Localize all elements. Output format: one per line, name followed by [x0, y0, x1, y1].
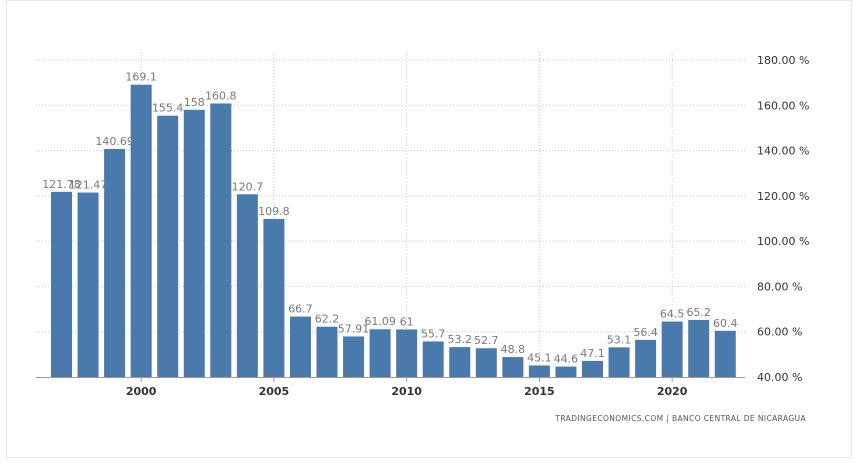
bar [502, 357, 524, 377]
bar-value-label: 158 [184, 96, 205, 109]
bar [635, 339, 657, 377]
y-tick-label: 80.00 % [757, 280, 802, 293]
x-tick-label: 2010 [391, 385, 422, 398]
bar-value-label: 44.6 [554, 353, 579, 366]
bar-value-label: 53.2 [448, 333, 473, 346]
x-tick-label: 2000 [126, 385, 157, 398]
bar-value-label: 61 [400, 315, 414, 328]
bar-value-label: 66.7 [288, 303, 313, 316]
y-axis: 40.00 % 60.00 % 80.00 % 100.00 % 120.00 % 140… [757, 54, 809, 384]
bar-value-label: 48.8 [501, 343, 526, 356]
x-tick-label: 2020 [657, 385, 688, 398]
bar [157, 115, 179, 378]
bar-value-label: 45.1 [527, 351, 552, 364]
bar [104, 149, 126, 377]
bar [183, 109, 205, 378]
bar-value-label: 121.78 [42, 178, 81, 191]
bar [714, 330, 736, 377]
bar [582, 360, 603, 377]
bar [77, 192, 99, 377]
bar-value-label: 47.1 [580, 347, 605, 360]
source-credit: TRADINGECONOMICS.COM | BANCO CENTRAL DE … [555, 414, 806, 423]
bar [608, 347, 630, 377]
bar [449, 347, 471, 377]
x-tick-label: 2015 [524, 385, 555, 398]
x-axis: 2000 2005 2010 2015 2020 [36, 377, 745, 398]
y-tick-label: 180.00 % [757, 54, 809, 67]
bar-value-label: 57.91 [338, 322, 370, 335]
y-tick-label: 120.00 % [757, 190, 809, 203]
bar-value-label: 52.7 [474, 334, 499, 347]
bar-value-label: 61.09 [364, 315, 396, 328]
bar [236, 194, 258, 377]
y-tick-label: 60.00 % [757, 326, 802, 339]
bar-value-label: 160.8 [205, 89, 237, 102]
bar [316, 326, 338, 377]
bar-value-label: 56.4 [633, 326, 658, 339]
bar [343, 336, 365, 377]
x-tick-label: 2005 [259, 385, 290, 398]
bar [210, 103, 232, 377]
bar [688, 319, 710, 377]
bar [475, 348, 497, 377]
bar [289, 316, 311, 377]
bar-value-label: 121.47 [69, 179, 108, 192]
bar-value-label: 53.1 [607, 333, 632, 346]
bar-value-label: 60.4 [713, 317, 738, 330]
bars [51, 84, 736, 378]
y-tick-label: 160.00 % [757, 99, 809, 112]
bar [51, 191, 72, 377]
bar-value-label: 64.5 [660, 308, 685, 321]
bar-value-label: 169.1 [125, 71, 157, 84]
bar [528, 365, 550, 377]
bar [661, 321, 683, 377]
bar-value-label: 120.7 [232, 180, 264, 193]
y-tick-label: 140.00 % [757, 145, 809, 158]
bar-value-label: 140.69 [95, 135, 134, 148]
bar [130, 84, 152, 377]
bar [555, 366, 577, 377]
bar [263, 218, 285, 377]
bar [396, 329, 418, 377]
bar-value-label: 62.2 [315, 313, 340, 326]
bar-value-label: 55.7 [421, 327, 446, 340]
bar [422, 341, 444, 377]
bar-value-label: 155.4 [152, 102, 184, 115]
bar-value-label: 109.8 [258, 205, 290, 218]
bar-value-label: 65.2 [686, 306, 711, 319]
y-tick-label: 40.00 % [757, 371, 802, 384]
y-tick-label: 100.00 % [757, 235, 809, 248]
bar [369, 329, 391, 377]
